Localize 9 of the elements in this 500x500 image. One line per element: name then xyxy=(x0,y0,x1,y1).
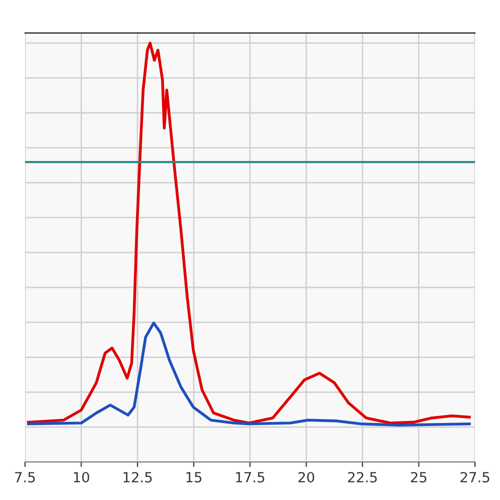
x-tick-label: 7.5 xyxy=(15,472,35,482)
x-tick-label: 27.5 xyxy=(460,472,490,482)
x-tick-label: 12.5 xyxy=(124,472,152,482)
x-tick-label: 25 xyxy=(410,472,426,482)
x-tick-label: 22.5 xyxy=(348,472,377,482)
x-tick-label: 15 xyxy=(186,472,202,482)
x-tick-label: 20 xyxy=(298,472,314,482)
x-tick-label: 10 xyxy=(74,472,90,482)
x-tick-label: 17.5 xyxy=(236,472,264,482)
